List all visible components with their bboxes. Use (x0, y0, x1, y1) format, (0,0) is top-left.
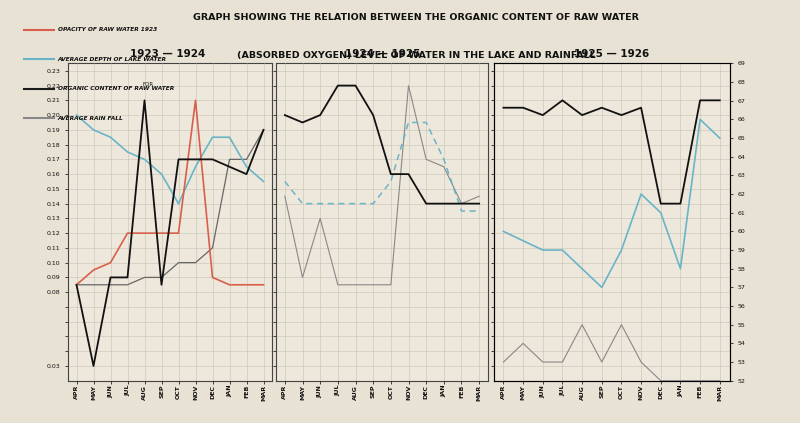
Text: FOR: FOR (142, 82, 154, 87)
Text: (ABSORBED OXYGEN) LEVEL OF WATER IN THE LAKE AND RAINFALL: (ABSORBED OXYGEN) LEVEL OF WATER IN THE … (237, 51, 595, 60)
Text: AVERAGE DEPTH OF LAKE WATER: AVERAGE DEPTH OF LAKE WATER (58, 57, 166, 62)
Text: 1924 — 1925: 1924 — 1925 (345, 49, 420, 59)
Text: AVERAGE RAIN FALL: AVERAGE RAIN FALL (58, 116, 123, 121)
Text: 1923 — 1924: 1923 — 1924 (130, 49, 206, 59)
Text: 1925 — 1926: 1925 — 1926 (574, 49, 649, 59)
Text: ORGANIC CONTENT OF RAW WATER: ORGANIC CONTENT OF RAW WATER (58, 86, 174, 91)
Text: GRAPH SHOWING THE RELATION BETWEEN THE ORGANIC CONTENT OF RAW WATER: GRAPH SHOWING THE RELATION BETWEEN THE O… (193, 13, 639, 22)
Text: OPACITY OF RAW WATER 1923: OPACITY OF RAW WATER 1923 (58, 27, 157, 32)
